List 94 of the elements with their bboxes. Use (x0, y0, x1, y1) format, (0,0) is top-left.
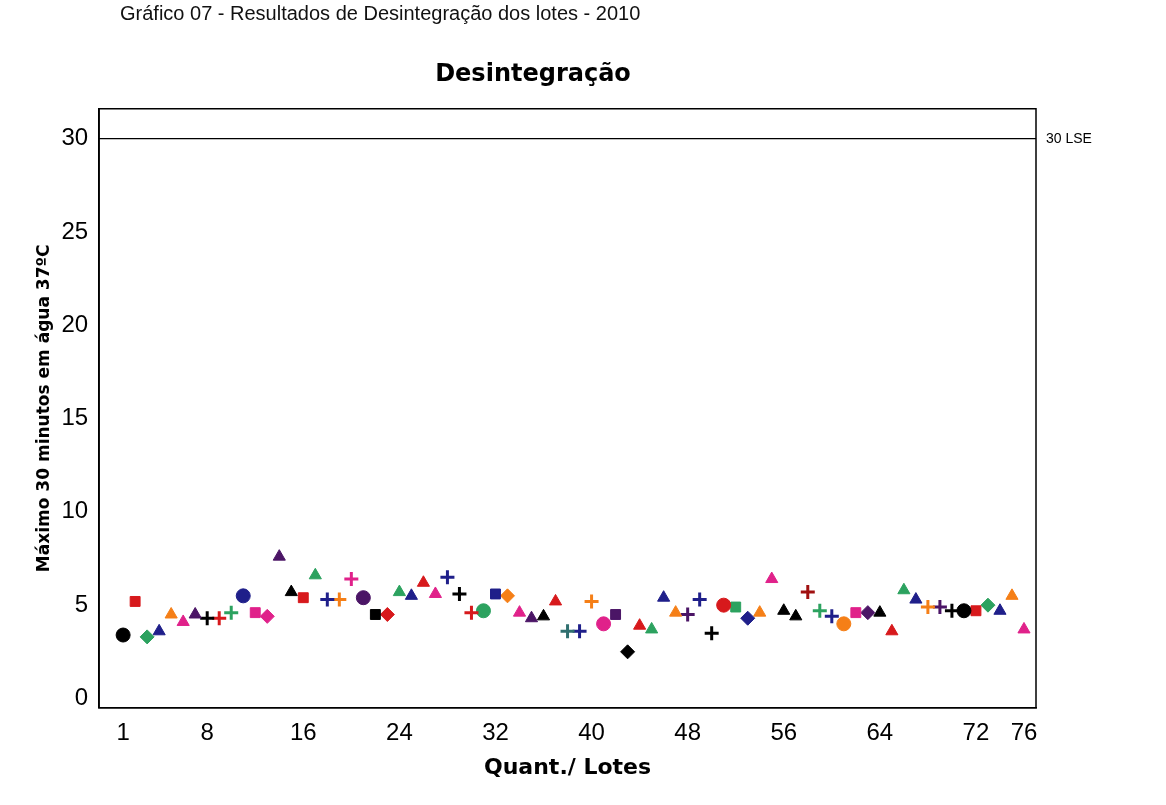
point (823, 607, 841, 625)
point (176, 614, 190, 626)
point (259, 608, 275, 624)
point (438, 568, 456, 586)
point (716, 597, 732, 613)
point (188, 607, 202, 619)
y-tick-label: 25 (61, 216, 89, 244)
point (115, 627, 131, 643)
x-axis-title: Quant./ Lotes (483, 753, 652, 779)
y-tick-label: 5 (74, 589, 89, 617)
point (379, 607, 395, 622)
x-tick-label: 32 (482, 717, 509, 745)
text: Gráfico 07 - Resultados de Desintegração dos lotes - 2010 (120, 2, 641, 25)
point (740, 610, 756, 626)
point (836, 616, 852, 632)
point (596, 616, 612, 632)
point (392, 584, 406, 597)
point (753, 605, 767, 617)
x-tick-label: 40 (578, 717, 605, 745)
point (222, 604, 240, 622)
point (499, 588, 515, 604)
point (548, 593, 563, 606)
point (970, 605, 982, 617)
x-tick-label: 8 (200, 717, 214, 745)
point (885, 623, 899, 636)
point (297, 592, 309, 604)
y-axis-title: Máximo 30 minutos em água 37ºC (32, 244, 53, 573)
point (355, 590, 371, 606)
y-tick-label: 30 (61, 123, 89, 151)
x-tick-label: 1 (116, 717, 130, 745)
point (860, 605, 876, 621)
point (610, 609, 622, 620)
point (897, 582, 911, 595)
ref-line-label: 30 LSE (1046, 129, 1092, 146)
point (272, 549, 286, 561)
point (1005, 588, 1019, 600)
point (691, 591, 709, 609)
point (633, 618, 647, 630)
point (645, 621, 659, 634)
point (462, 604, 480, 622)
point (536, 608, 551, 621)
point (318, 591, 336, 609)
point (152, 623, 166, 636)
point (198, 609, 216, 627)
point (475, 603, 491, 619)
y-tick-label: 0 (74, 683, 89, 711)
point (416, 575, 430, 587)
point (789, 608, 803, 621)
point (956, 603, 972, 619)
point (450, 585, 468, 603)
point (139, 629, 155, 645)
x-tick-label: 72 (962, 717, 990, 745)
point (657, 590, 671, 602)
point (679, 606, 697, 623)
y-tick-label: 20 (61, 309, 89, 337)
point (404, 588, 418, 600)
point (909, 592, 923, 604)
x-tick-label: 48 (674, 717, 702, 745)
y-tick-label: 10 (61, 496, 89, 524)
point (583, 592, 601, 610)
chart-title: Desintegração (435, 58, 631, 87)
point (620, 644, 636, 660)
x-tick-label: 24 (386, 717, 413, 745)
point (164, 607, 178, 619)
point (669, 605, 683, 617)
point (873, 605, 887, 617)
point (490, 588, 501, 600)
point (428, 586, 442, 598)
point (799, 583, 817, 601)
point (765, 571, 779, 584)
point (249, 607, 261, 619)
point (342, 570, 360, 588)
point (129, 595, 141, 607)
point (512, 605, 527, 617)
point (777, 603, 791, 615)
point (1017, 621, 1031, 634)
point (524, 610, 539, 623)
point (993, 603, 1007, 615)
point (308, 567, 322, 580)
point (284, 584, 298, 597)
point (369, 609, 381, 620)
point (980, 597, 996, 613)
x-tick-label: 56 (770, 717, 798, 745)
point (730, 601, 742, 613)
point (850, 607, 862, 619)
x-tick-label: 64 (866, 717, 894, 745)
point (919, 598, 937, 616)
point (811, 602, 829, 620)
point (235, 588, 251, 604)
point (703, 624, 721, 642)
x-tick-label: 76 (1010, 717, 1038, 745)
point (559, 622, 577, 640)
x-tick-label: 16 (289, 717, 317, 745)
y-tick-label: 15 (61, 403, 89, 431)
